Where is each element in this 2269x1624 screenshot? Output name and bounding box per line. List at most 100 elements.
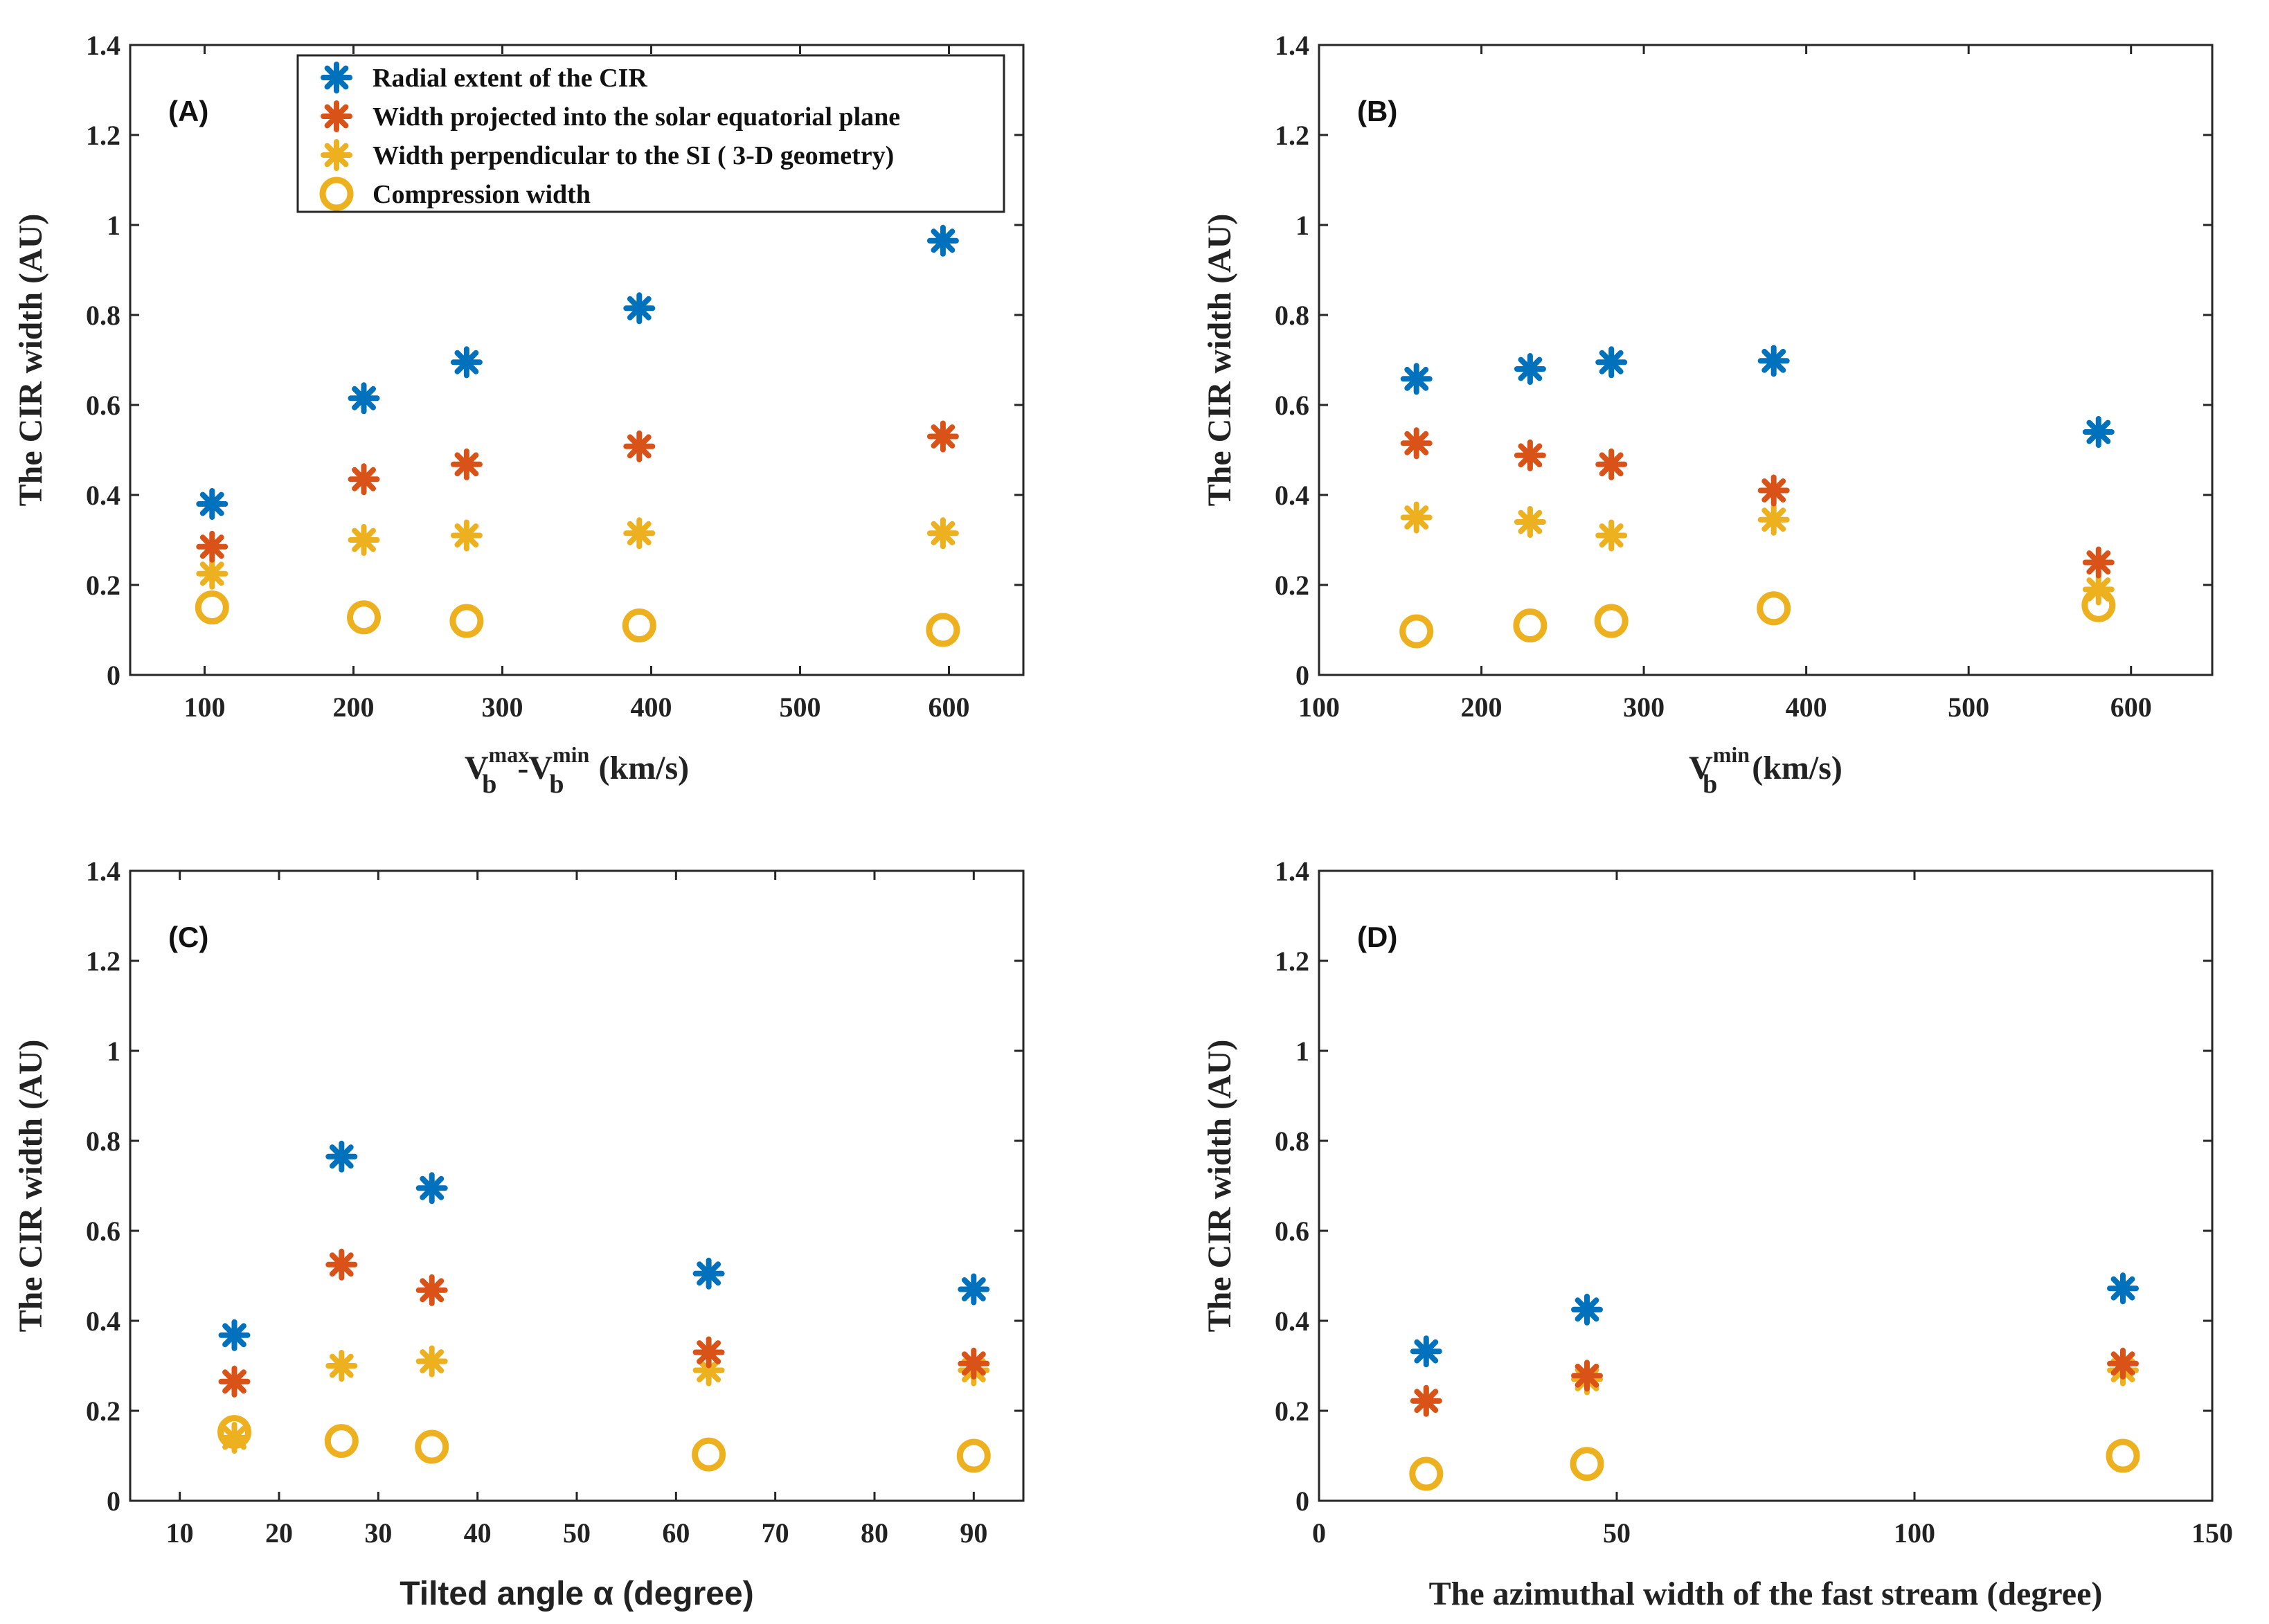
panel-b: 0 0.2 0.4 0.6 0.8 1 1.2 1.4 100 200 300 400 500 600 (B…	[1201, 30, 2214, 799]
x-tick-label: 400	[1786, 692, 1827, 723]
y-axis-label: The CIR width (AU)	[12, 214, 49, 507]
data-point-perpendicular-width	[325, 1350, 358, 1382]
legend-marker-asterisk	[321, 139, 352, 171]
data-point-perpendicular-width	[1514, 506, 1546, 538]
data-point-perpendicular-width	[450, 519, 483, 552]
data-point-projected-width	[2082, 546, 2115, 579]
data-point-projected-width	[1757, 474, 1790, 507]
data-point-compression-width	[1513, 608, 1548, 642]
legend-label: Radial extent of the CIR	[373, 64, 647, 93]
legend-marker-asterisk	[321, 62, 352, 93]
legend-item-radial-extent: Radial extent of the CIR	[321, 62, 647, 93]
data-point-compression-width	[1409, 1456, 1444, 1491]
legend-item-compression-width: Compression width	[319, 177, 591, 211]
data-point-projected-width	[1410, 1384, 1442, 1417]
legend-marker-circle	[319, 177, 354, 211]
data-point-perpendicular-width	[1595, 519, 1628, 552]
series-perpendicular-width	[196, 517, 959, 590]
x-tick-label: 50	[1603, 1517, 1631, 1549]
y-tick-label: 0.4	[86, 1306, 120, 1337]
axes-box	[1318, 44, 2214, 676]
data-point-compression-width	[956, 1438, 991, 1473]
panel-label: (C)	[168, 921, 208, 953]
x-axis-label: The azimuthal width of the fast stream (…	[1429, 1576, 2103, 1612]
x-axis-label: Vmin b (km/s)	[1689, 742, 1842, 799]
data-point-projected-width	[196, 530, 228, 563]
y-tick-label: 0	[107, 660, 120, 691]
x-tick-label: 30	[364, 1517, 392, 1549]
series-projected-width	[196, 420, 959, 563]
data-point-compression-width	[324, 1424, 359, 1459]
data-point-perpendicular-width	[1400, 501, 1433, 534]
y-tick-label: 0.2	[86, 1396, 120, 1427]
axes-box	[1318, 869, 2214, 1502]
y-tick-label: 0.4	[1275, 480, 1309, 511]
legend-item-perpendicular-width: Width perpendicular to the SI ( 3-D geom…	[321, 139, 894, 171]
axes-box	[129, 44, 1025, 676]
data-point-projected-width	[450, 448, 483, 480]
data-point-radial-extent	[692, 1257, 725, 1290]
x-tick-label: 200	[1461, 692, 1503, 723]
data-point-perpendicular-width	[2082, 573, 2115, 606]
data-point-compression-width	[449, 604, 484, 638]
data-point-projected-width	[623, 430, 656, 462]
x-tick-label: 80	[861, 1517, 888, 1549]
panel-c: 0 0.2 0.4 0.6 0.8 1 1.2 1.4 10 20 30 40 50 60 70 80 90 (C…	[12, 856, 1025, 1612]
data-point-radial-extent	[348, 382, 380, 415]
legend-marker-asterisk	[321, 100, 352, 132]
data-point-perpendicular-width	[926, 517, 959, 550]
data-point-projected-width	[325, 1248, 358, 1281]
data-point-compression-width	[1594, 604, 1629, 638]
data-point-compression-width	[926, 613, 960, 647]
y-tick-label: 1.2	[1275, 120, 1309, 151]
legend-label: Width projected into the solar equatoria…	[373, 102, 900, 132]
y-tick-label: 0.6	[1275, 390, 1309, 421]
data-point-perpendicular-width	[218, 1422, 251, 1454]
series-perpendicular-width	[218, 1345, 990, 1454]
data-point-perpendicular-width	[415, 1345, 448, 1378]
y-axis-label: The CIR width (AU)	[1201, 1040, 1238, 1333]
y-tick-label: 0.8	[86, 300, 120, 331]
data-point-radial-extent	[196, 488, 228, 520]
x-tick-label: 60	[662, 1517, 690, 1549]
data-point-compression-width	[347, 600, 381, 635]
data-point-radial-extent	[958, 1273, 990, 1306]
data-point-projected-width	[1400, 427, 1433, 460]
x-axis-label: Vmax b -Vmin b (km/s)	[465, 742, 689, 799]
data-point-radial-extent	[2082, 416, 2115, 448]
y-tick-label: 0.2	[86, 570, 120, 601]
data-point-projected-width	[218, 1365, 251, 1398]
x-tick-label: 500	[1948, 692, 1989, 723]
data-point-projected-width	[926, 420, 959, 453]
y-tick-label: 0	[107, 1486, 120, 1517]
legend-label: Compression width	[373, 180, 591, 209]
data-point-radial-extent	[1410, 1335, 1442, 1368]
x-tick-label: 0	[1312, 1517, 1326, 1549]
legend-label: Width perpendicular to the SI ( 3-D geom…	[373, 141, 894, 170]
y-tick-label: 0.8	[1275, 300, 1309, 331]
legend: Radial extent of the CIR Width projected …	[296, 54, 1005, 213]
series-projected-width	[218, 1248, 990, 1398]
panel-label: (A)	[168, 95, 208, 127]
data-point-radial-extent	[1595, 346, 1628, 379]
panel-label: (B)	[1357, 95, 1397, 127]
series-perpendicular-width	[1410, 1354, 2139, 1417]
y-tick-label: 0.2	[1275, 570, 1309, 601]
x-tick-label: 40	[464, 1517, 492, 1549]
panel-a: 0 0.2 0.4 0.6 0.8 1 1.2 1.4 100 200 300 400 500 600 (A…	[12, 30, 1025, 799]
y-tick-label: 0.6	[1275, 1216, 1309, 1247]
y-tick-label: 1	[107, 1036, 120, 1067]
series-compression-width	[217, 1415, 991, 1473]
data-point-compression-width	[2106, 1438, 2140, 1473]
x-tick-label: 300	[482, 692, 523, 723]
data-point-compression-width	[415, 1429, 449, 1464]
y-tick-label: 1.4	[1275, 856, 1309, 887]
y-tick-label: 0.4	[1275, 1306, 1309, 1337]
series-projected-width	[1400, 427, 2115, 579]
x-tick-label: 90	[960, 1517, 987, 1549]
y-tick-label: 1	[1295, 210, 1309, 241]
data-point-compression-width	[692, 1437, 726, 1472]
data-point-radial-extent	[2107, 1272, 2139, 1305]
y-tick-label: 1	[1295, 1036, 1309, 1067]
